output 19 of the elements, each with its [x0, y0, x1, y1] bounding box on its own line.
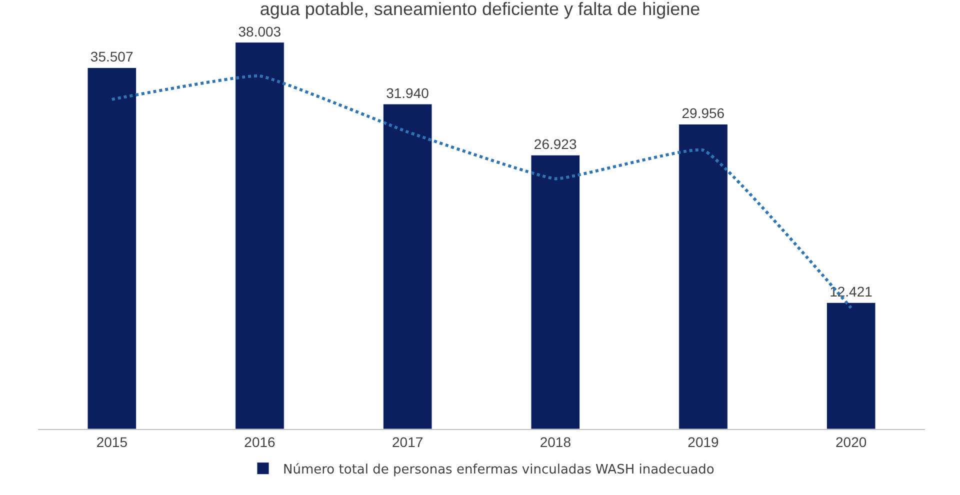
- data-label: 26.923: [534, 136, 577, 152]
- bar: [235, 42, 284, 429]
- x-tick-label: 2016: [244, 434, 276, 450]
- data-label: 31.940: [386, 85, 430, 102]
- bar: [382, 104, 432, 429]
- x-tick-label: 2020: [836, 434, 867, 450]
- x-tick-label: 2017: [392, 434, 424, 450]
- x-tick-label: 2019: [688, 434, 720, 450]
- bar: [530, 154, 580, 429]
- x-tick-label: 2018: [540, 434, 572, 450]
- data-label: 35.507: [90, 48, 134, 65]
- data-label: 38.003: [238, 23, 282, 40]
- bar: [87, 67, 137, 429]
- data-label: 29.956: [682, 105, 725, 122]
- bar: [826, 302, 876, 429]
- legend-label: Número total de personas enfermas vinculadas WASH inadecuado: [283, 462, 714, 478]
- x-tick-label: 2015: [96, 434, 128, 450]
- bar: [678, 124, 728, 429]
- chart-title: agua potable, saneamiento deficiente y falta de higiene: [260, 0, 700, 20]
